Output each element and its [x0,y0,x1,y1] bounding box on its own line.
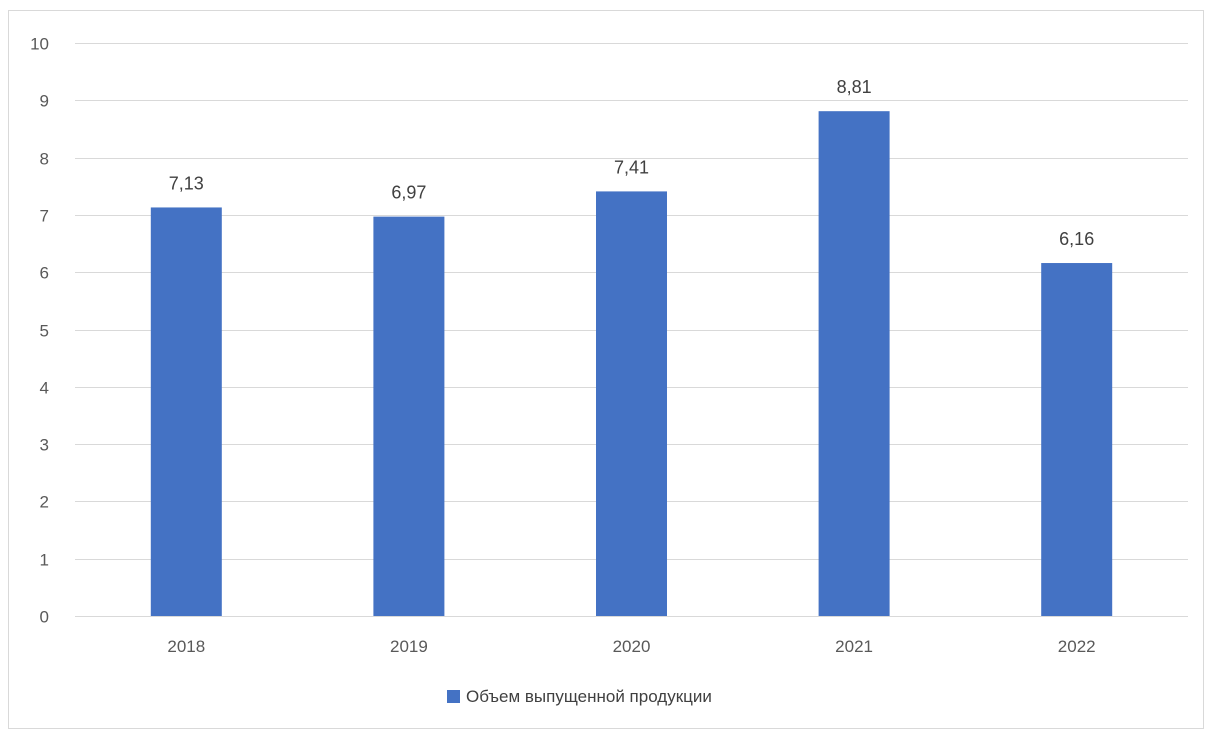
gridlines [75,43,1188,617]
x-tick-label-2021: 2021 [835,637,873,656]
bar-2018 [150,207,222,617]
legend-label: Объем выпущенной продукции [466,687,712,706]
bar-2020 [596,191,667,617]
y-tick-label: 1 [40,551,49,570]
y-tick-label: 8 [40,150,49,169]
y-tick-label: 0 [40,608,49,627]
data-label-2020: 7,41 [614,157,649,177]
legend-swatch [447,690,460,703]
bar-2021 [818,111,890,616]
data-label-2022: 6,16 [1059,229,1094,249]
y-tick-label: 7 [40,207,49,226]
data-label-2019: 6,97 [391,183,426,203]
bar-2019 [373,216,445,616]
y-tick-label: 4 [40,379,49,398]
x-tick-label-2020: 2020 [613,637,651,656]
data-label-2018: 7,13 [169,173,204,193]
y-tick-label: 10 [30,35,49,54]
y-tick-label: 5 [40,322,49,341]
legend: Объем выпущенной продукции [447,687,712,706]
x-tick-label-2018: 2018 [167,637,205,656]
y-axis-tick-labels: 0 1 2 3 4 5 6 7 8 9 10 [30,35,49,627]
x-tick-label-2019: 2019 [390,637,428,656]
x-axis-tick-labels: 2018 2019 2020 2021 2022 [167,637,1095,656]
x-tick-label-2022: 2022 [1058,637,1096,656]
data-label-2021: 8,81 [837,77,872,97]
bars [150,111,1113,617]
bar-2022 [1041,263,1113,616]
y-tick-label: 2 [40,493,49,512]
data-labels: 7,13 6,97 7,41 8,81 6,16 [169,77,1094,249]
y-tick-label: 9 [40,92,49,111]
y-tick-label: 3 [40,436,49,455]
y-tick-label: 6 [40,264,49,283]
